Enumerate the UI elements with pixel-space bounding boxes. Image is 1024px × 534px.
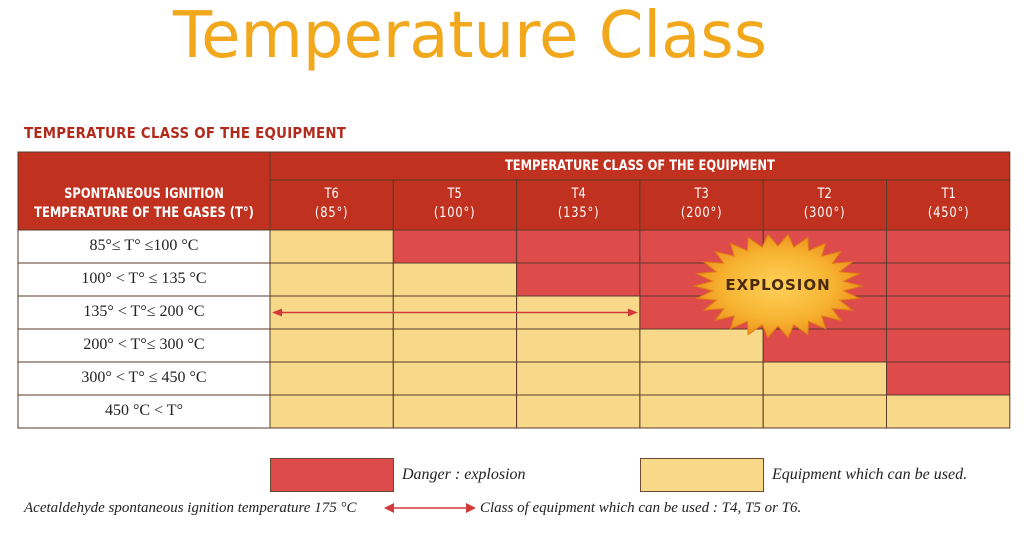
row-header-line-2: TEMPERATURE OF THE GASES (T°) [34,205,254,221]
table-cell-danger [516,229,641,264]
table-cell-use [392,262,518,297]
table-cell-use [269,328,394,363]
table-cell-danger [886,262,1011,297]
column-temp-t1: (450°) [927,205,969,221]
table-cell-use [516,394,641,429]
explosion-burst-icon [692,233,864,339]
table-cell-use [762,394,888,429]
column-code-t5: T5 [447,186,463,202]
column-temp-t6: (85°) [314,205,349,221]
table-cell-danger [886,295,1011,330]
legend-danger-label: Danger : explosion [402,466,526,483]
table-cell-use [516,361,641,396]
column-code-t3: T3 [694,186,709,202]
table-cell-use [886,394,1011,429]
table-cell-use [269,262,394,297]
column-temp-t3: (200°) [680,205,723,221]
table-cell-danger [762,328,888,363]
column-header-cell [886,179,1011,231]
explosion-label: EXPLOSION [725,276,831,294]
row-header-cell [17,151,271,231]
table-cell-use [392,361,518,396]
page-title: Temperature Class [172,0,768,73]
table-cell-use [639,328,764,363]
legend-use-label: Equipment which can be used. [772,466,968,483]
table-cell-use [269,394,394,429]
column-code-t2: T2 [817,186,832,202]
row-label-cell [17,361,271,396]
column-temp-t4: (135°) [557,205,600,221]
row-label-cell [17,394,271,429]
section-title: TEMPERATURE CLASS OF THE EQUIPMENT [24,124,347,142]
example-ignition-text: Acetaldehyde spontaneous ignition temper… [24,500,357,516]
table-cell-use [639,394,764,429]
table-cell-use [269,361,394,396]
table-cell-use [516,328,641,363]
column-code-t1: T1 [940,186,956,202]
table-cell-danger [516,262,641,297]
row-label: 85°≤ T° ≤100 °C [89,237,199,254]
column-code-t6: T6 [324,186,339,202]
column-group-header: TEMPERATURE CLASS OF THE EQUIPMENT [504,158,775,174]
row-header-line-1: SPONTANEOUS IGNITION [64,186,224,202]
table-cell-use [269,229,394,264]
column-code-t4: T4 [571,186,586,202]
legend-use-swatch [640,458,764,492]
row-label: 100° < T° ≤ 135 °C [81,270,207,287]
row-label-cell [17,229,271,264]
row-label: 300° < T° ≤ 450 °C [81,369,207,386]
table-cell-danger [886,361,1011,396]
column-header-cell [762,179,888,231]
row-label-cell [17,295,271,330]
column-temp-t2: (300°) [804,205,846,221]
example-class-text: Class of equipment which can be used : T… [480,500,802,516]
row-label: 200° < T°≤ 300 °C [83,336,205,353]
row-label-cell [17,262,271,297]
table-cell-use [392,394,518,429]
table-cell-danger [392,229,518,264]
row-label: 450 °C < T° [105,402,183,419]
column-temp-t5: (100°) [434,205,476,221]
double-arrow-icon [384,503,476,513]
row-label: 135° < T°≤ 200 °C [83,303,205,320]
table-cell-danger [886,328,1011,363]
range-arrow-icon [272,308,638,317]
table-cell-danger [886,229,1011,264]
column-group-header-cell [269,151,1011,181]
legend-danger-swatch [270,458,394,492]
table-cell-use [392,328,518,363]
table-cell-use [639,361,764,396]
table-cell-use [762,361,888,396]
